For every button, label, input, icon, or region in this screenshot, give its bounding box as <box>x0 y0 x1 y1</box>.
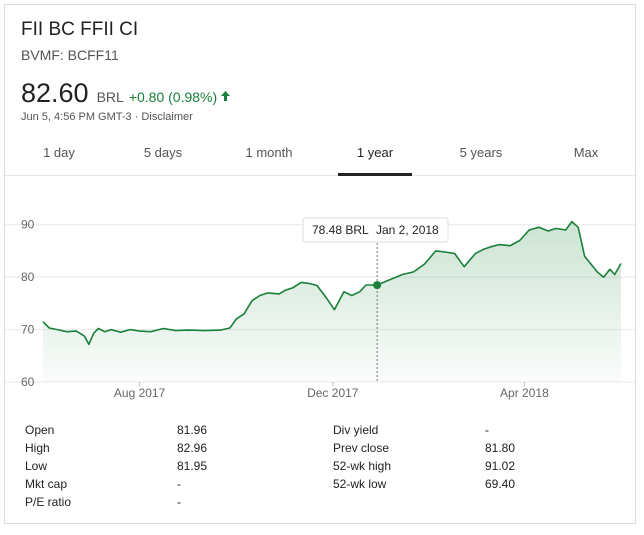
y-tick-label: 90 <box>21 218 35 232</box>
stock-card: FII BC FFII CI BVMF: BCFF11 82.60 BRL +0… <box>4 4 636 524</box>
stat-label: Div yield <box>333 423 379 437</box>
stat-value: 81.96 <box>177 423 208 437</box>
price-change: +0.80 (0.98%) <box>128 89 218 105</box>
stat-value: 82.96 <box>177 441 208 455</box>
stat-value: 91.02 <box>485 459 516 473</box>
tab-5-years[interactable]: 5 years <box>459 145 503 160</box>
stock-name: FII BC FFII CI <box>21 19 139 40</box>
stat-label: P/E ratio <box>25 495 72 509</box>
tab-1-year[interactable]: 1 year <box>338 131 412 176</box>
stat-value: - <box>485 423 489 437</box>
tooltip-value: 78.48 BRL <box>312 223 369 237</box>
stat-label: Low <box>25 459 48 473</box>
x-tick-label: Apr 2018 <box>500 386 549 400</box>
stock-ticker: BVMF: BCFF11 <box>21 47 119 63</box>
stat-value: - <box>177 495 181 509</box>
x-tick-label: Aug 2017 <box>114 386 166 400</box>
tab-max[interactable]: Max <box>573 145 599 160</box>
stat-label: 52-wk low <box>333 477 387 491</box>
tab-5-days[interactable]: 5 days <box>143 145 183 160</box>
currency-label: BRL <box>96 89 124 105</box>
stat-value: 81.80 <box>485 441 516 455</box>
stat-label: Prev close <box>333 441 390 455</box>
arrow-up-icon <box>220 89 231 107</box>
x-tick-label: Dec 2017 <box>307 386 359 400</box>
tab-1-month[interactable]: 1 month <box>245 145 293 160</box>
current-price: 82.60 <box>21 78 89 108</box>
y-tick-label: 80 <box>21 270 35 284</box>
stat-value: 69.40 <box>485 477 516 491</box>
chart-tooltip: 78.48 BRL Jan 2, 2018 <box>302 217 449 243</box>
price-area <box>43 221 621 382</box>
stat-label: 52-wk high <box>333 459 392 473</box>
range-tabs: 1 day 5 days 1 month 1 year 5 years Max <box>5 131 635 176</box>
price-row: 82.60 BRL +0.80 (0.98%) <box>21 78 231 109</box>
stat-value: 81.95 <box>177 459 208 473</box>
stat-label: High <box>25 441 50 455</box>
stat-label: Mkt cap <box>25 477 68 491</box>
y-tick-label: 70 <box>21 323 35 337</box>
price-timestamp: Jun 5, 4:56 PM GMT-3 · Disclaimer <box>21 111 193 123</box>
stat-label: Open <box>25 423 55 437</box>
price-chart[interactable]: 78.48 BRL Jan 2, 2018 60 70 80 90 Aug 2017 De… <box>5 177 635 407</box>
tooltip-date: Jan 2, 2018 <box>376 223 439 237</box>
y-tick-label: 60 <box>21 375 35 389</box>
hover-point <box>373 281 382 290</box>
price-line <box>42 220 622 346</box>
tab-1-day[interactable]: 1 day <box>43 145 75 160</box>
stat-value: - <box>177 477 181 491</box>
